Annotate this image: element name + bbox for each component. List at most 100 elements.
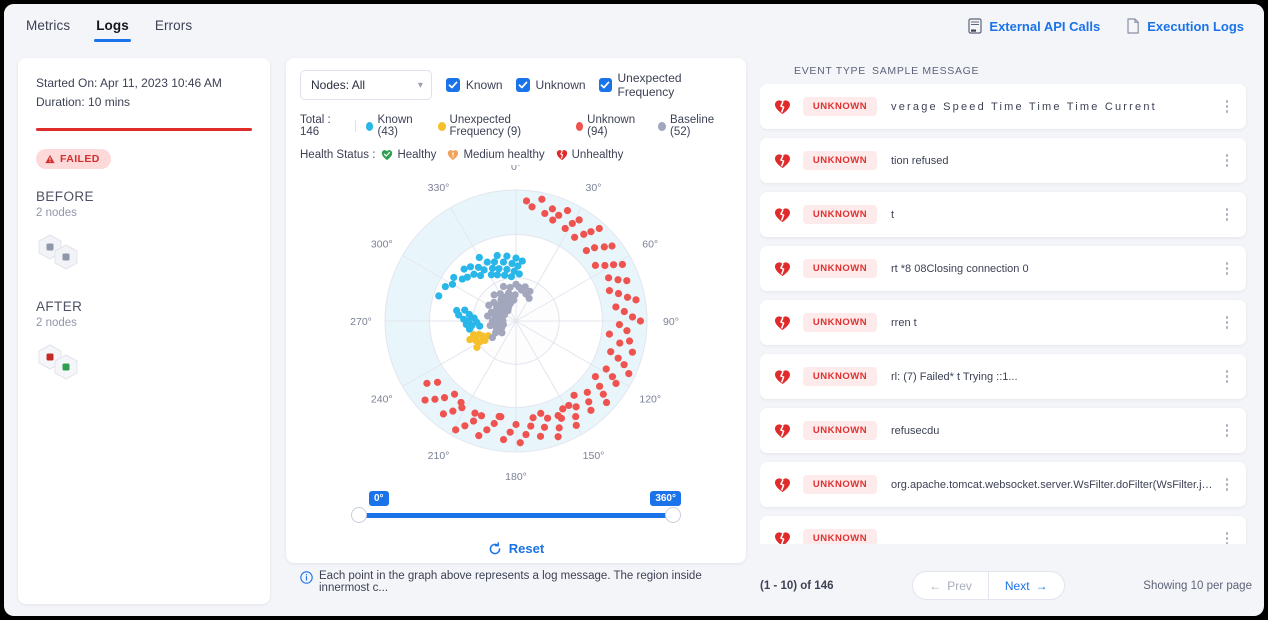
status-progress-bar [36,128,252,131]
duration-text: Duration: 10 mins [36,95,131,109]
legend-item-unknown: Unknown (94) [575,114,648,138]
log-rows-scroll-area[interactable]: UNKNOWN verage Speed Time Time Time Curre… [760,84,1252,544]
angle-tick-label: 270° [350,316,372,328]
heart-healthy-icon [382,150,393,160]
log-row[interactable]: UNKNOWN org.apache.tomcat.websocket.serve… [760,462,1246,507]
sample-message: verage Speed Time Time Time Current [891,100,1157,113]
polar-chart-svg: 0° 30° 60° 90° 120° 150° 180° 210° 240° 270° 300° 3… [350,165,679,483]
reset-label: Reset [508,541,545,556]
arrow-left-icon: ← [929,578,942,593]
checkbox-box [598,78,612,92]
next-label: Next [1004,578,1030,593]
before-nodes-group [36,233,252,279]
before-node-hexagons[interactable] [36,233,96,279]
row-menu-button[interactable] [1218,154,1236,167]
log-list-panel: EVENT TYPE SAMPLE MESSAGE UNKNOWN verage … [760,58,1252,604]
sample-message: rt *8 08Closing connection 0 [891,262,1029,275]
heart-broken-icon [775,477,790,492]
slider-knob-min[interactable] [351,507,367,523]
log-row[interactable]: UNKNOWN tion refused [760,138,1246,183]
health-status-legend: Health Status : Healthy Medium healthy [300,149,732,161]
after-node-hexagons[interactable] [36,343,96,389]
log-row[interactable]: UNKNOWN [760,516,1246,544]
log-row[interactable]: UNKNOWN refusecdu [760,408,1246,453]
angle-tick-label: 150° [583,450,605,462]
row-menu-button[interactable] [1218,478,1236,491]
check-icon [518,81,527,89]
series-unknown [421,195,645,447]
chart-note: Each point in the graph above represents… [300,570,732,594]
legend-label: Unknown (94) [587,114,636,138]
sample-message: org.apache.tomcat.websocket.server.WsFil… [891,478,1218,491]
warning-triangle-icon [45,154,55,164]
log-table-headers: EVENT TYPE SAMPLE MESSAGE [760,58,1252,84]
checkbox-unexpected-frequency[interactable]: Unexpected Frequency [598,71,732,99]
heart-broken-icon [775,315,790,330]
external-api-calls-link[interactable]: External API Calls [968,18,1100,34]
row-menu-button[interactable] [1218,208,1236,221]
legend-dot [365,121,374,131]
total-label: Total : 146 [300,114,331,138]
health-label: Unhealthy [571,149,624,161]
row-menu-button[interactable] [1218,100,1236,113]
page-size-label: Showing 10 per page [1143,579,1252,592]
chart-legend: Total : 146 Known (43) Unexpected Freque… [300,114,732,138]
row-menu-button[interactable] [1218,424,1236,437]
started-on-text: Started On: Apr 11, 2023 10:46 AM [36,76,222,90]
legend-label: Unexpected Frequency (9) [449,114,522,138]
log-row[interactable]: UNKNOWN rt *8 08Closing connection 0 [760,246,1246,291]
chart-filter-row: Nodes: All ▾ Known Unknown [300,70,732,100]
slider-knob-max[interactable] [665,507,681,523]
log-row[interactable]: UNKNOWN verage Speed Time Time Time Curre… [760,84,1246,129]
legend-item-unexpected-frequency: Unexpected Frequency (9) [437,114,565,138]
legend-dot [575,121,584,131]
series-checkbox-group: Known Unknown Unexpected Frequency [445,71,732,99]
angle-tick-label: 210° [428,450,450,462]
slider-max-value: 360° [650,491,681,506]
execution-logs-link[interactable]: Execution Logs [1126,18,1244,34]
column-header-event-type: EVENT TYPE [794,65,866,77]
info-icon [300,571,313,584]
legend-divider [355,120,356,132]
before-title: BEFORE [36,189,94,204]
event-type-badge: UNKNOWN [803,367,877,386]
legend-dot [437,121,446,131]
status-badge-label: FAILED [60,153,100,165]
status-badge: FAILED [36,149,111,169]
angle-tick-label: 240° [371,394,393,406]
checkbox-known[interactable]: Known [445,78,503,92]
legend-label: Known (43) [377,114,413,138]
prev-page-button[interactable]: ← Prev [913,572,989,599]
heart-broken-icon [775,531,790,544]
tab-errors[interactable]: Errors [154,18,193,33]
event-type-badge: UNKNOWN [803,259,877,278]
event-type-badge: UNKNOWN [803,313,877,332]
row-menu-button[interactable] [1218,316,1236,329]
angle-range-slider[interactable]: 0° 360° [351,491,681,537]
chevron-down-icon: ▾ [417,79,423,91]
heart-broken-icon [775,207,790,222]
document-icon [1127,18,1140,34]
row-menu-button[interactable] [1218,262,1236,275]
nodes-select[interactable]: Nodes: All ▾ [300,70,432,100]
heart-broken-icon [775,153,790,168]
sample-message: rren t [891,316,917,329]
tab-logs[interactable]: Logs [94,4,131,48]
log-row[interactable]: UNKNOWN rren t [760,300,1246,345]
checkbox-unknown[interactable]: Unknown [515,78,586,92]
row-menu-button[interactable] [1218,532,1236,544]
log-row[interactable]: UNKNOWN rl: (7) Failed* t Trying ::1... [760,354,1246,399]
slider-track[interactable] [363,513,669,518]
tab-metrics[interactable]: Metrics [26,18,71,33]
pagination-buttons: ← Prev Next → [912,571,1065,600]
next-page-button[interactable]: Next → [989,572,1064,599]
legend-item-known: Known (43) [365,114,427,138]
reset-icon [489,541,501,554]
checkbox-box [445,78,460,92]
log-row[interactable]: UNKNOWN t [760,192,1246,237]
pagination-bar: (1 - 10) of 146 ← Prev Next → Showing 10… [760,571,1252,600]
nodes-select-value: Nodes: All [311,78,366,92]
api-document-icon [968,18,983,34]
row-menu-button[interactable] [1218,370,1236,383]
reset-button[interactable]: Reset [300,541,732,556]
